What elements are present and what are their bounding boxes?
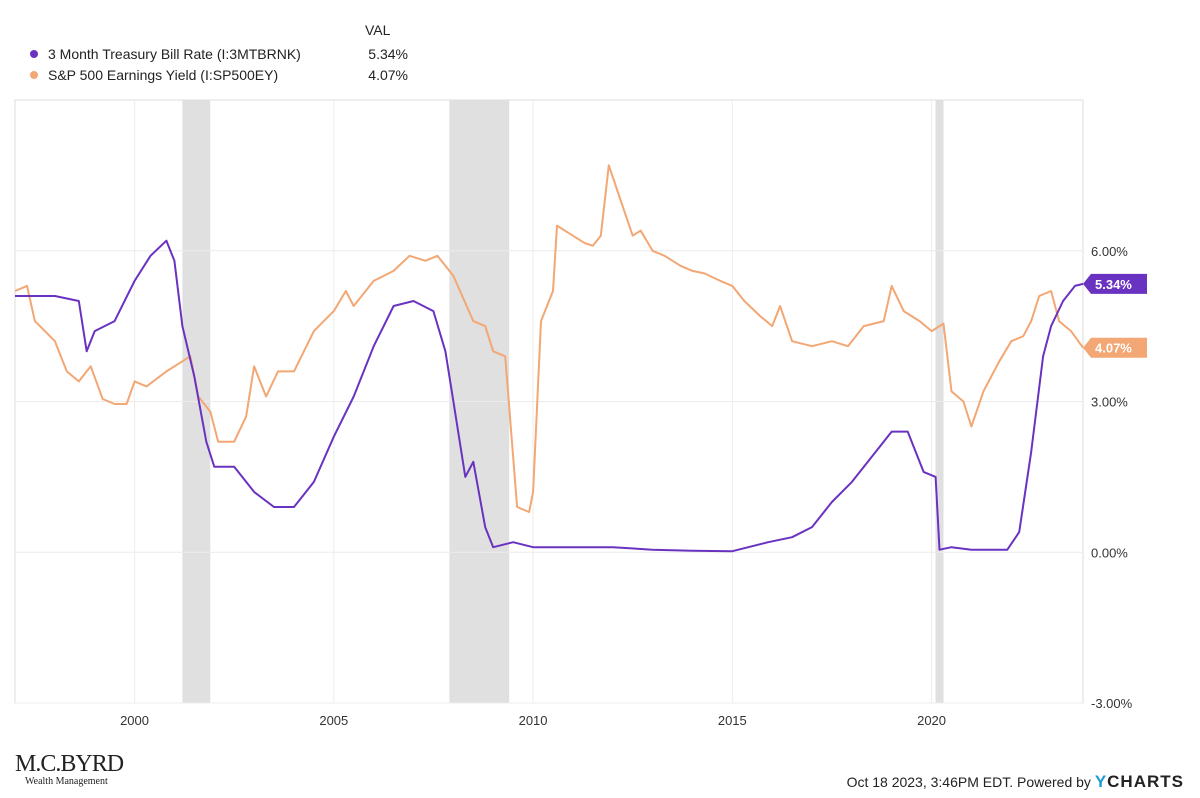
x-tick-label: 2020 — [917, 713, 946, 728]
y-tick-label: 3.00% — [1091, 395, 1128, 410]
last-value-badge — [1083, 337, 1147, 358]
legend-val-header: VAL — [365, 22, 391, 38]
x-tick-label: 2015 — [718, 713, 747, 728]
legend-item-tbill[interactable]: 3 Month Treasury Bill Rate (I:3MTBRNK) 5… — [30, 43, 408, 64]
ycharts-text: CHARTS — [1107, 772, 1184, 791]
legend: 3 Month Treasury Bill Rate (I:3MTBRNK) 5… — [30, 22, 408, 85]
last-value-label: 5.34% — [1095, 277, 1132, 292]
x-tick-label: 2005 — [319, 713, 348, 728]
footer: Oct 18 2023, 3:46PM EDT. Powered by YCHA… — [847, 772, 1184, 792]
last-value-badge — [1083, 273, 1147, 294]
series-line — [15, 239, 1084, 553]
last-value-label: 4.07% — [1095, 341, 1132, 356]
ycharts-logo[interactable]: YCHARTS — [1095, 772, 1184, 791]
series-dot-icon — [30, 70, 38, 79]
mcbyrd-logo: M.C.BYRD Wealth Management — [15, 751, 124, 787]
legend-label: 3 Month Treasury Bill Rate (I:3MTBRNK) — [48, 45, 301, 62]
y-tick-label: 6.00% — [1091, 244, 1128, 259]
y-tick-label: -3.00% — [1091, 696, 1133, 711]
legend-item-earnings-yield[interactable]: S&P 500 Earnings Yield (I:SP500EY) 4.07% — [30, 64, 408, 85]
series-line — [14, 164, 1084, 513]
y-tick-label: 0.00% — [1091, 545, 1128, 560]
x-tick-label: 2010 — [519, 713, 548, 728]
timestamp: Oct 18 2023, 3:46PM EDT. Powered by — [846, 774, 1091, 790]
legend-value: 5.34% — [368, 45, 408, 62]
ycharts-y: Y — [1094, 772, 1108, 791]
x-tick-label: 2000 — [120, 713, 149, 728]
series-dot-icon — [30, 49, 38, 58]
legend-value: 4.07% — [368, 66, 408, 83]
logo-name: M.C.BYRD — [15, 751, 124, 777]
legend-label: S&P 500 Earnings Yield (I:SP500EY) — [48, 66, 279, 83]
logo-subtitle: Wealth Management — [25, 776, 108, 787]
